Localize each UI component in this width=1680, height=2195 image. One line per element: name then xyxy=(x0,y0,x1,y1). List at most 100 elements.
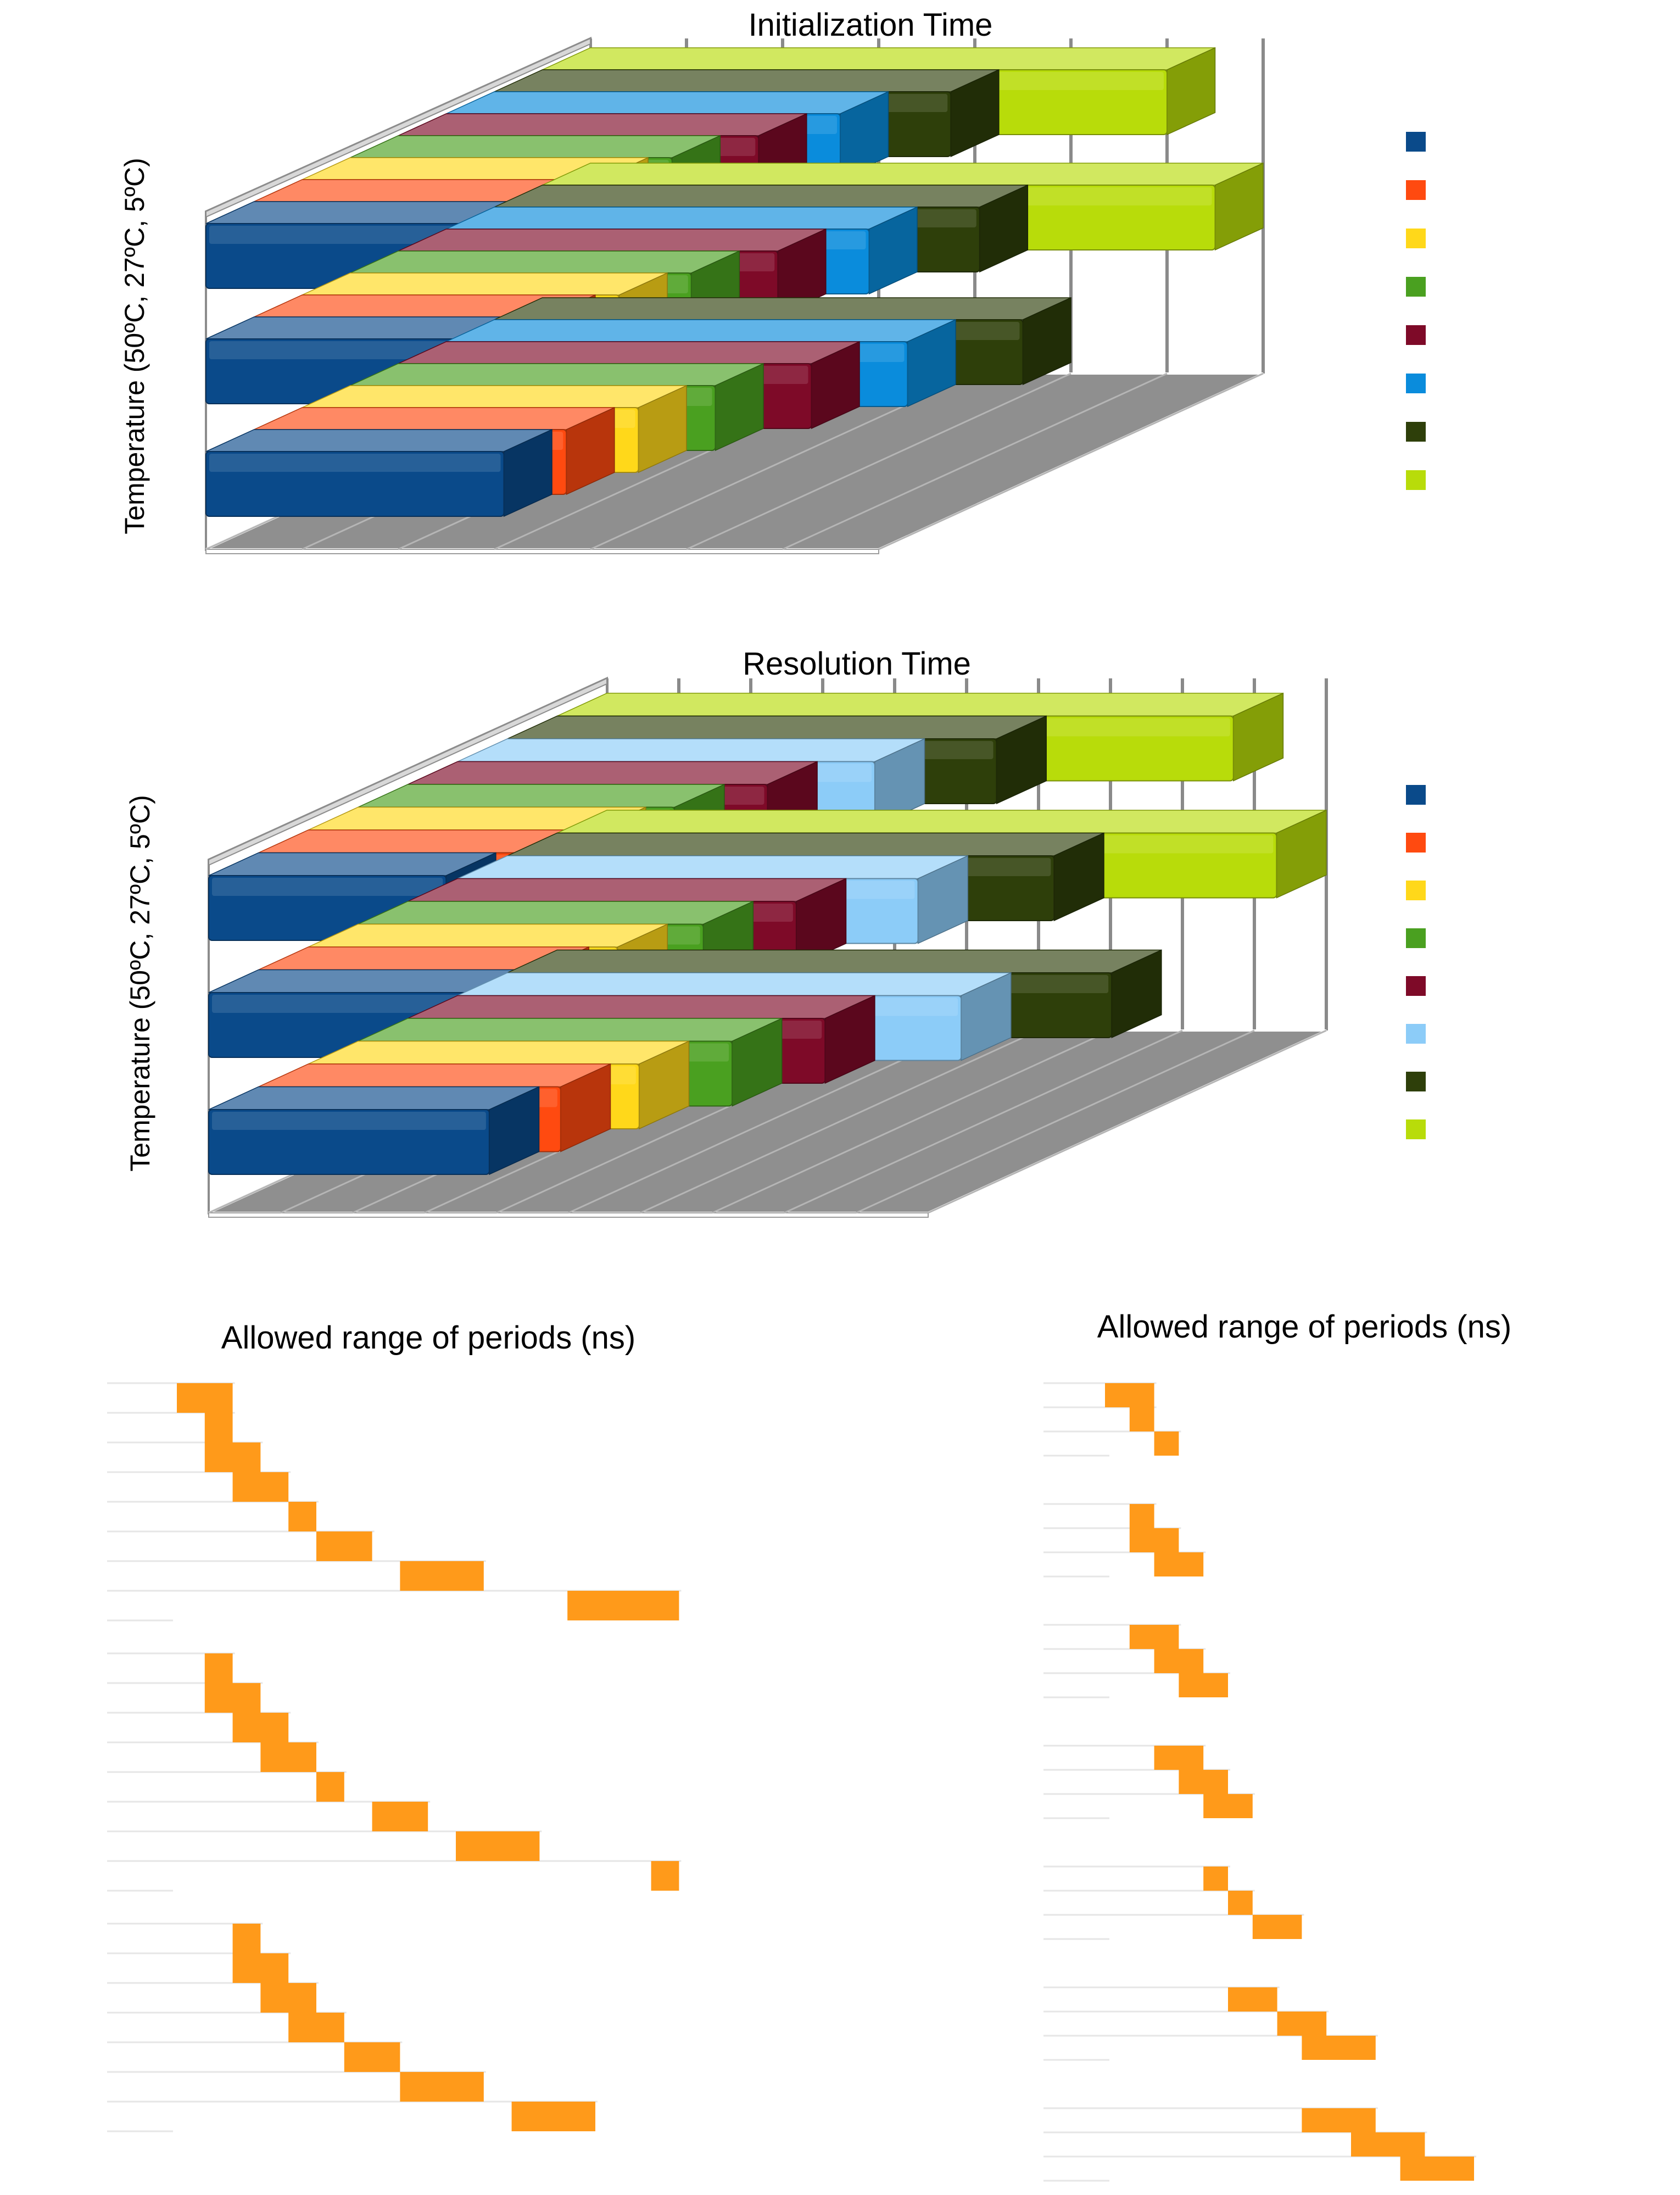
legend-swatch xyxy=(1406,277,1426,297)
bar-highlight xyxy=(212,1112,486,1130)
range-bar xyxy=(260,1983,316,2013)
bar-vdd-3-6 xyxy=(208,1086,540,1176)
range-bar xyxy=(1129,1625,1179,1649)
allowed-range-by-temperature-chart: Allowed range of periods (ns) xyxy=(107,1320,682,2132)
chart-title: Resolution Time xyxy=(743,646,971,682)
bar-highlight xyxy=(209,341,482,360)
chart-title: Allowed range of periods (ns) xyxy=(1097,1309,1511,1345)
side-wall-edge xyxy=(208,677,607,866)
bar-top-face xyxy=(350,363,764,386)
range-bar xyxy=(316,1772,344,1802)
legend-entry xyxy=(1406,881,1426,900)
bar-highlight xyxy=(209,454,501,472)
range-bar xyxy=(1154,1431,1179,1456)
legend-swatch xyxy=(1406,180,1426,200)
bar-top-face xyxy=(350,135,721,158)
bar-highlight xyxy=(212,878,443,896)
range-bar xyxy=(1154,1746,1204,1770)
floor-gridline xyxy=(712,1029,1111,1214)
legend-swatch xyxy=(1406,928,1426,948)
bar-top-face xyxy=(457,972,1012,996)
legend-swatch xyxy=(1406,325,1426,345)
floor-gridline xyxy=(640,1029,1039,1214)
bars xyxy=(205,47,1264,517)
range-bar xyxy=(1179,1673,1228,1697)
bar-top-face xyxy=(557,693,1283,717)
plot-area xyxy=(208,676,1328,1218)
y-axis-label: Temperature (50ºC, 27ºC, 5ºC) xyxy=(119,158,150,534)
legend-swatch xyxy=(1406,422,1426,442)
bar-top-face xyxy=(350,250,740,274)
bar-top-face xyxy=(494,69,1000,92)
legend xyxy=(1406,785,1426,1139)
side-wall-edge xyxy=(205,37,591,218)
bar-top-face xyxy=(358,901,754,925)
range-bar xyxy=(1154,1552,1204,1576)
range-bar xyxy=(651,1861,679,1891)
legend-entry xyxy=(1406,1072,1426,1091)
range-bar xyxy=(1203,1794,1253,1818)
bar-top-face xyxy=(557,810,1327,834)
legend-entry xyxy=(1406,229,1426,248)
legend-entry xyxy=(1406,180,1426,200)
bar-top-face xyxy=(408,878,846,902)
bar-top-face xyxy=(358,784,725,808)
bar-top-face xyxy=(258,1063,611,1088)
range-bar xyxy=(1302,2036,1376,2060)
floor-gridline xyxy=(784,1029,1183,1214)
range-bar xyxy=(232,1713,289,1742)
bar-vdd-3-6 xyxy=(205,428,552,517)
bar-top-face xyxy=(308,1040,689,1065)
legend-entry xyxy=(1406,1024,1426,1044)
legend-swatch xyxy=(1406,132,1426,152)
legend-swatch xyxy=(1406,1119,1426,1139)
bar-top-face xyxy=(507,715,1047,739)
initialization-time-chart: Initialization Time Temperature (50ºC, 2… xyxy=(119,7,1426,554)
bar-top-face xyxy=(205,429,552,452)
range-bar xyxy=(1351,2132,1425,2157)
bar-top-face xyxy=(408,761,818,785)
legend xyxy=(1406,132,1426,490)
range-bar xyxy=(232,1924,261,1953)
range-bar xyxy=(1203,1867,1228,1891)
floor-gridline xyxy=(782,372,1168,550)
legend-entry xyxy=(1406,422,1426,442)
bar-top-face xyxy=(208,1086,539,1110)
range-bar xyxy=(204,1442,261,1472)
chart-title: Initialization Time xyxy=(749,7,993,43)
floor-edge xyxy=(208,1212,929,1218)
range-bar xyxy=(1277,2012,1327,2036)
bar-top-face xyxy=(457,738,925,762)
range-bar xyxy=(288,2013,344,2042)
floor-gridline xyxy=(878,372,1264,550)
bar-top-face xyxy=(398,341,860,364)
chart-title: Allowed range of periods (ns) xyxy=(221,1320,635,1356)
legend-swatch xyxy=(1406,833,1426,853)
bar-top-face xyxy=(542,47,1215,70)
range-bar xyxy=(288,1502,316,1531)
plot-area xyxy=(1043,1382,1476,2182)
row-grid xyxy=(107,1382,682,2132)
floor-gridline xyxy=(856,1029,1255,1214)
range-bars xyxy=(177,1383,679,2131)
bar-top-face xyxy=(446,91,889,114)
legend-entry xyxy=(1406,1119,1426,1139)
range-bar xyxy=(1129,1504,1154,1528)
legend-entry xyxy=(1406,277,1426,297)
floor-gridline xyxy=(928,1029,1327,1214)
bar-top-face xyxy=(308,923,668,948)
legend-entry xyxy=(1406,374,1426,393)
bar-top-face xyxy=(494,297,1071,320)
bar-top-face xyxy=(446,319,956,342)
legend-entry xyxy=(1406,976,1426,996)
range-bar xyxy=(400,1561,484,1591)
range-bar xyxy=(400,2072,484,2102)
range-bar xyxy=(260,1742,316,1772)
range-bar xyxy=(177,1383,233,1413)
bar-top-face xyxy=(408,995,875,1019)
range-bar xyxy=(232,1953,289,1983)
range-bar xyxy=(204,1653,233,1683)
legend-swatch xyxy=(1406,976,1426,996)
range-bar xyxy=(456,1831,540,1861)
